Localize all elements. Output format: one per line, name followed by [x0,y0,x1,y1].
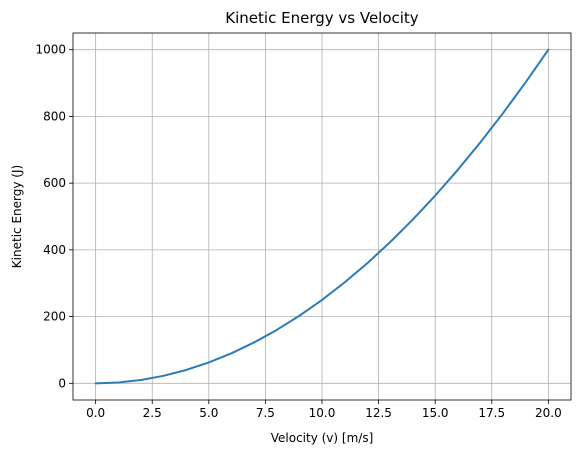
grid [73,33,571,400]
y-tick-label: 600 [43,176,66,190]
x-tick-label: 12.5 [365,406,392,420]
y-tick-label: 800 [43,109,66,123]
chart-title: Kinetic Energy vs Velocity [225,9,419,27]
y-axis: 0 200 400 600 800 1000 [35,43,73,390]
x-tick-label: 0.0 [86,406,105,420]
x-tick-label: 7.5 [256,406,275,420]
x-tick-label: 5.0 [199,406,218,420]
series-layer [94,48,550,385]
x-axis-label: Velocity (v) [m/s] [271,431,374,445]
series-line [94,48,550,385]
y-axis-label: Kinetic Energy (J) [10,165,24,268]
x-tick-label: 15.0 [422,406,449,420]
y-tick-label: 400 [43,243,66,257]
x-tick-label: 20.0 [535,406,562,420]
x-tick-label: 2.5 [143,406,162,420]
x-tick-label: 10.0 [309,406,336,420]
y-tick-label: 1000 [35,43,66,57]
x-axis: 0.0 2.5 5.0 7.5 10.0 12.5 15.0 17.5 20.0 [86,400,562,420]
y-tick-label: 200 [43,310,66,324]
x-tick-label: 17.5 [478,406,505,420]
y-tick-label: 0 [58,376,66,390]
